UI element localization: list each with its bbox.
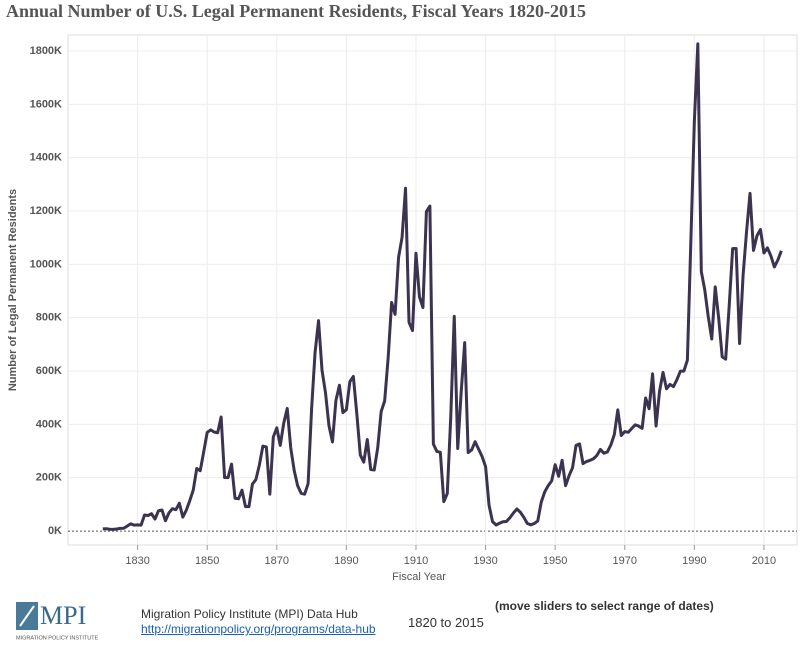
chart: Annual Number of U.S. Legal Permanent Re… (6, 1, 798, 583)
y-tick-label: 1400K (30, 152, 62, 164)
y-tick-label: 1600K (30, 98, 62, 110)
source-link[interactable]: http://migrationpolicy.org/programs/data… (141, 622, 376, 636)
logo-slash (19, 605, 35, 627)
range-label: 1820 to 2015 (408, 615, 484, 630)
y-tick-label: 1000K (30, 258, 62, 270)
x-axis-label: Fiscal Year (392, 571, 446, 583)
x-tick-label: 1890 (334, 555, 358, 567)
x-tick-label: 1910 (404, 555, 428, 567)
y-tick-label: 1800K (30, 45, 62, 57)
x-tick-label: 1970 (613, 555, 637, 567)
data-line (102, 42, 783, 531)
x-tick-label: 2010 (752, 555, 776, 567)
source: Migration Policy Institute (MPI) Data Hu… (141, 607, 358, 621)
logo-text: MPI (40, 601, 86, 630)
y-axis-label: Number of Legal Permanent Residents (7, 189, 19, 391)
y-tick-label: 800K (36, 312, 62, 324)
slider-hint: (move sliders to select range of dates) (495, 599, 714, 613)
x-tick-label: 1870 (265, 555, 289, 567)
x-tick-label: 1950 (543, 555, 567, 567)
logo: MPI MIGRATION POLICY INSTITUTE (12, 598, 112, 644)
y-tick-label: 400K (36, 418, 62, 430)
chart-title: Annual Number of U.S. Legal Permanent Re… (6, 1, 586, 21)
y-tick-label: 0K (48, 525, 62, 537)
x-tick-label: 1990 (682, 555, 706, 567)
x-tick-label: 1830 (125, 555, 149, 567)
y-tick-label: 1200K (30, 205, 62, 217)
y-tick-label: 600K (36, 365, 62, 377)
logo-subtext: MIGRATION POLICY INSTITUTE (16, 635, 99, 641)
x-tick-label: 1930 (473, 555, 497, 567)
logo-graphic: MPI MIGRATION POLICY INSTITUTE (16, 601, 99, 641)
plot-frame (67, 34, 798, 546)
y-tick-label: 200K (36, 472, 62, 484)
x-tick-label: 1850 (195, 555, 219, 567)
